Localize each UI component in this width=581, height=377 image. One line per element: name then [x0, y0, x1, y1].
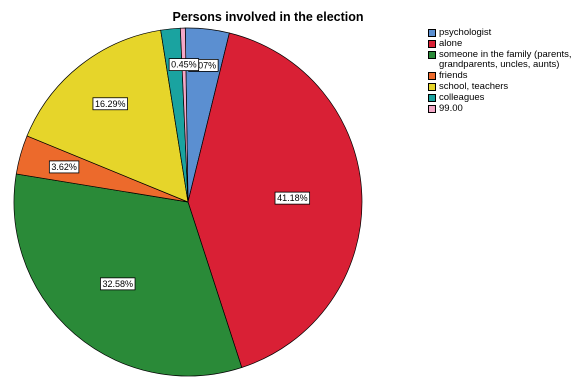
legend-item-5: colleagues	[428, 93, 578, 103]
pie-slice-2	[13, 173, 243, 377]
data-label-6: 0.45%	[168, 58, 200, 72]
legend-item-0: psychologist	[428, 28, 578, 38]
legend-swatch	[428, 72, 436, 80]
pie-data-labels: 4.07% 41.18% 32.58% 3.62% 16.29% 0.45%	[48, 58, 311, 291]
pie-slice-4	[26, 29, 189, 203]
data-label-1: 41.18%	[274, 191, 311, 205]
legend: psychologist alone someone in the family (…	[428, 28, 578, 115]
legend-label: 99.00	[439, 103, 463, 114]
legend-swatch	[428, 40, 436, 48]
legend-item-2: someone in the family (parents, grandpar…	[428, 50, 578, 70]
legend-swatch	[428, 105, 436, 113]
svg-text:32.58%: 32.58%	[102, 279, 133, 289]
data-label-2: 32.58%	[100, 277, 136, 291]
legend-swatch	[428, 94, 436, 102]
svg-text:16.29%: 16.29%	[95, 99, 126, 109]
legend-label: psychologist	[439, 27, 492, 38]
pie-chart: 4.07% 41.18% 32.58% 3.62% 16.29% 0.45%	[13, 27, 363, 377]
legend-label: friends	[439, 70, 468, 81]
svg-text:4.07%: 4.07%	[191, 60, 217, 70]
legend-item-3: friends	[428, 71, 578, 81]
legend-item-6: 99.00	[428, 104, 578, 114]
svg-text:3.62%: 3.62%	[51, 162, 77, 172]
svg-text:41.18%: 41.18%	[277, 193, 308, 203]
data-label-3: 3.62%	[48, 160, 80, 174]
legend-item-1: alone	[428, 39, 578, 49]
legend-swatch	[428, 83, 436, 91]
data-label-4: 16.29%	[92, 97, 128, 111]
legend-swatch	[428, 51, 436, 59]
legend-label: alone	[439, 38, 463, 49]
legend-label: colleagues	[439, 92, 485, 103]
legend-item-4: school, teachers	[428, 82, 578, 92]
chart-title: Persons involved in the election	[172, 10, 364, 24]
legend-swatch	[428, 29, 436, 37]
pie-slice-6	[179, 27, 189, 203]
svg-text:0.45%: 0.45%	[171, 60, 197, 70]
legend-label: school, teachers	[439, 81, 509, 92]
legend-label: someone in the family (parents, grandpar…	[439, 49, 572, 70]
